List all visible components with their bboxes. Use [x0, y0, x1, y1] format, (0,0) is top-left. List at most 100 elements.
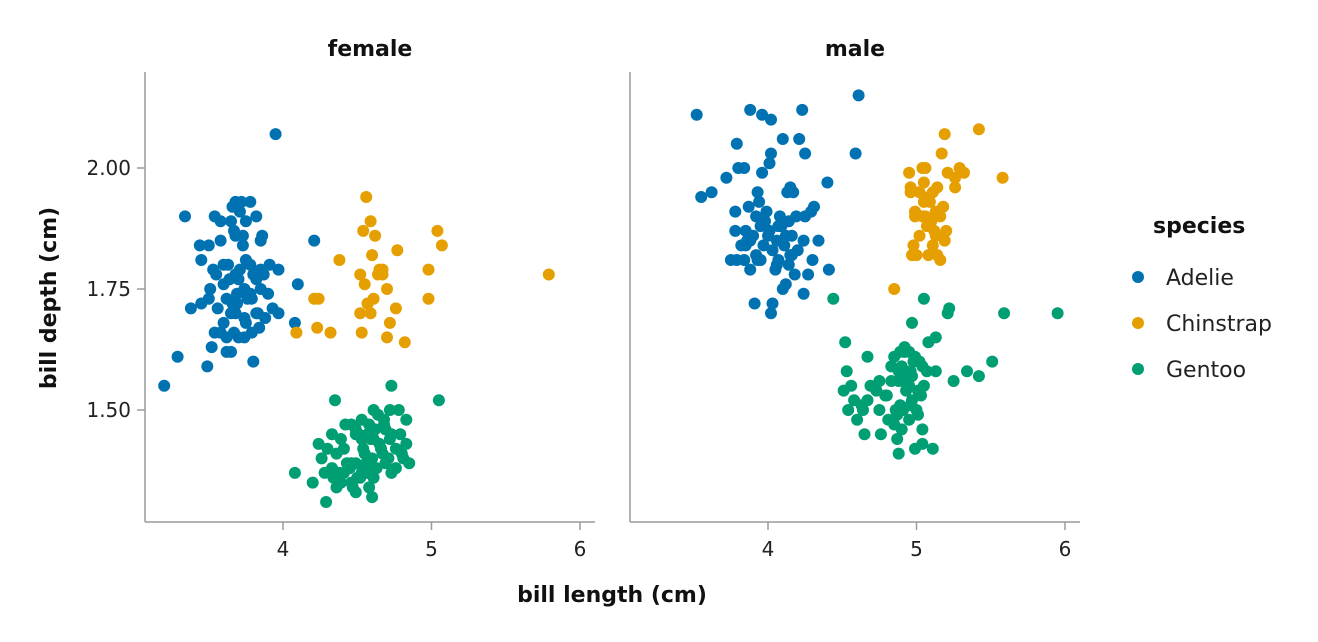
scatter-point: [916, 423, 929, 436]
scatter-point: [763, 157, 776, 170]
scatter-point: [729, 224, 742, 237]
scatter-point: [422, 292, 435, 305]
scatter-point: [290, 326, 303, 339]
legend-title: species: [1153, 214, 1245, 239]
scatter-point: [318, 466, 331, 479]
x-tick-label: 5: [425, 537, 438, 561]
scatter-point: [306, 476, 319, 489]
scatter-point: [211, 302, 224, 315]
scatter-point: [364, 215, 377, 228]
scatter-point: [913, 229, 926, 242]
scatter-point: [250, 210, 263, 223]
scatter-point: [320, 496, 333, 508]
scatter-point: [363, 481, 376, 494]
series-chinstrap: [888, 123, 1009, 295]
scatter-point: [744, 103, 757, 116]
legend-label: Chinstrap: [1166, 312, 1272, 337]
scatter-point: [880, 389, 893, 402]
scatter-point: [364, 307, 377, 320]
scatter-point: [857, 404, 869, 416]
scatter-point: [775, 220, 788, 233]
scatter-point: [904, 365, 917, 378]
x-tick-label: 4: [277, 537, 290, 561]
scatter-point: [324, 326, 337, 339]
scatter-point: [337, 466, 350, 479]
scatter-point: [938, 234, 951, 247]
scatter-point: [839, 336, 852, 349]
legend: species Adelie Chinstrap Gentoo: [1132, 214, 1272, 383]
scatter-point: [934, 254, 947, 266]
legend-label: Gentoo: [1166, 358, 1246, 383]
facet-panel-male: male 4 5 6: [629, 37, 1080, 561]
scatter-point: [315, 452, 328, 465]
scatter-point: [397, 452, 410, 465]
scatter-point: [909, 210, 921, 223]
scatter-point: [432, 394, 445, 407]
scatter-point: [776, 133, 789, 145]
scatter-point: [690, 108, 703, 121]
scatter-point: [339, 418, 352, 431]
scatter-point: [961, 365, 973, 378]
scatter-point: [354, 307, 367, 320]
scatter-point: [210, 268, 223, 281]
x-axis-title: bill length (cm): [517, 583, 707, 608]
legend-entries: Adelie Chinstrap Gentoo: [1132, 266, 1272, 383]
scatter-point: [720, 171, 733, 184]
scatter-point: [912, 408, 924, 421]
scatter-point: [934, 210, 947, 223]
y-tick-label: 1.75: [86, 277, 131, 301]
scatter-point: [201, 360, 214, 373]
scatter-point: [929, 365, 942, 378]
scatter-point: [354, 268, 367, 281]
scatter-point: [821, 176, 834, 189]
scatter-point: [349, 486, 362, 499]
scatter-point: [217, 316, 230, 329]
scatter-point: [422, 263, 435, 276]
scatter-point: [311, 321, 324, 334]
series-chinstrap: [290, 191, 555, 349]
scatter-point: [232, 273, 245, 286]
scatter-point: [288, 466, 301, 479]
scatter-point: [822, 263, 835, 276]
scatter-point: [852, 89, 865, 102]
series-adelie: [158, 128, 321, 392]
scatter-point: [742, 200, 755, 213]
scatter-point: [805, 205, 818, 218]
scatter-point: [906, 316, 918, 329]
x-tick-label: 4: [762, 537, 775, 561]
scatter-point: [360, 191, 373, 203]
x-tick-label: 5: [910, 537, 923, 561]
scatter-point: [379, 457, 392, 470]
scatter-point: [873, 404, 886, 416]
scatter-point: [730, 254, 743, 266]
y-tick-label: 2.00: [86, 156, 131, 180]
scatter-point: [751, 254, 764, 266]
scatter-point: [381, 283, 393, 295]
scatter-point: [779, 278, 792, 291]
scatter-point: [288, 316, 301, 329]
scatter-point: [202, 239, 215, 252]
scatter-point: [355, 466, 368, 479]
scatter-point: [195, 254, 208, 266]
scatter-point: [729, 205, 742, 218]
scatter-point: [907, 355, 920, 368]
scatter-point: [394, 428, 407, 441]
scatter-point: [895, 423, 908, 436]
scatter-point: [158, 379, 171, 392]
scatter-point: [851, 413, 864, 426]
scatter-point: [357, 442, 370, 455]
scatter-point: [812, 234, 825, 247]
scatter-point: [542, 268, 555, 281]
scatter-point: [369, 229, 382, 242]
scatter-point: [845, 379, 858, 392]
scatter-point: [996, 171, 1009, 184]
scatter-point: [874, 428, 887, 441]
scatter-point: [217, 278, 230, 291]
scatter-point: [220, 345, 233, 358]
scatter-point: [330, 447, 343, 460]
scatter-point: [378, 418, 390, 431]
scatter-point: [272, 263, 285, 276]
legend-marker: [1132, 363, 1144, 375]
